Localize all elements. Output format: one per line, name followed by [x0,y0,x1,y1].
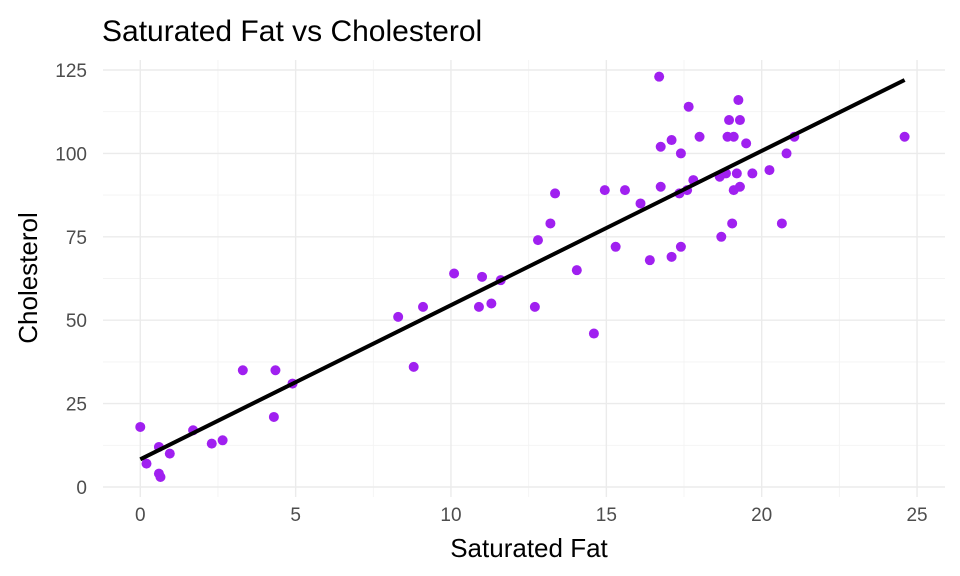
x-tick-label: 10 [440,505,461,526]
trend-line [139,78,906,462]
data-point [666,135,677,146]
x-axis-title: Saturated Fat [450,533,608,563]
trend-line-layer [139,78,906,462]
data-point [164,448,175,459]
data-point [529,301,540,312]
data-point [619,185,630,196]
data-point [724,115,735,126]
x-tick-label: 20 [751,505,772,526]
data-point [747,168,758,179]
data-point [734,181,745,192]
y-tick-label: 100 [55,144,87,165]
data-point [675,241,686,252]
y-tick-label: 75 [66,228,87,249]
data-point [588,328,599,339]
y-axis-ticks: 0 25 50 75 100 125 [55,61,87,499]
data-point [599,185,610,196]
y-tick-label: 50 [66,311,87,332]
data-point [532,235,543,246]
data-point [781,148,792,159]
data-point [694,131,705,142]
data-point [135,421,146,432]
data-point [728,131,739,142]
data-point [237,365,248,376]
data-point [734,115,745,126]
data-point [270,365,281,376]
y-tick-label: 25 [66,395,87,416]
data-point [741,138,752,149]
data-point [550,188,561,199]
data-point [155,471,166,482]
data-point [408,361,419,372]
data-point [727,218,738,229]
grid [103,60,945,497]
x-tick-label: 5 [290,505,301,526]
data-point [206,438,217,449]
data-point [733,95,744,106]
data-point [731,168,742,179]
data-point [473,301,484,312]
x-tick-label: 25 [906,505,927,526]
x-tick-label: 0 [135,505,146,526]
data-point [486,298,497,309]
chart-title: Saturated Fat vs Cholesterol [102,15,482,48]
data-point [776,218,787,229]
x-tick-label: 15 [596,505,617,526]
data-point [393,311,404,322]
x-axis-ticks: 0 5 10 15 20 25 [135,505,928,526]
data-point [716,231,727,242]
data-point [610,241,621,252]
data-point [683,101,694,112]
data-point [571,265,582,276]
data-point [268,411,279,422]
data-point [418,301,429,312]
y-tick-label: 125 [55,61,87,82]
data-point [635,198,646,209]
data-point [545,218,556,229]
data-point [666,251,677,262]
data-point [477,271,488,282]
data-point [655,181,666,192]
data-point [644,255,655,266]
y-tick-label: 0 [76,478,87,499]
data-point [449,268,460,279]
data-point [654,71,665,82]
data-point [141,458,152,469]
data-points [135,71,910,482]
data-point [655,141,666,152]
data-point [217,435,228,446]
data-point [899,131,910,142]
y-axis-title: Cholesterol [13,212,43,344]
data-point [764,165,775,176]
data-point [675,148,686,159]
